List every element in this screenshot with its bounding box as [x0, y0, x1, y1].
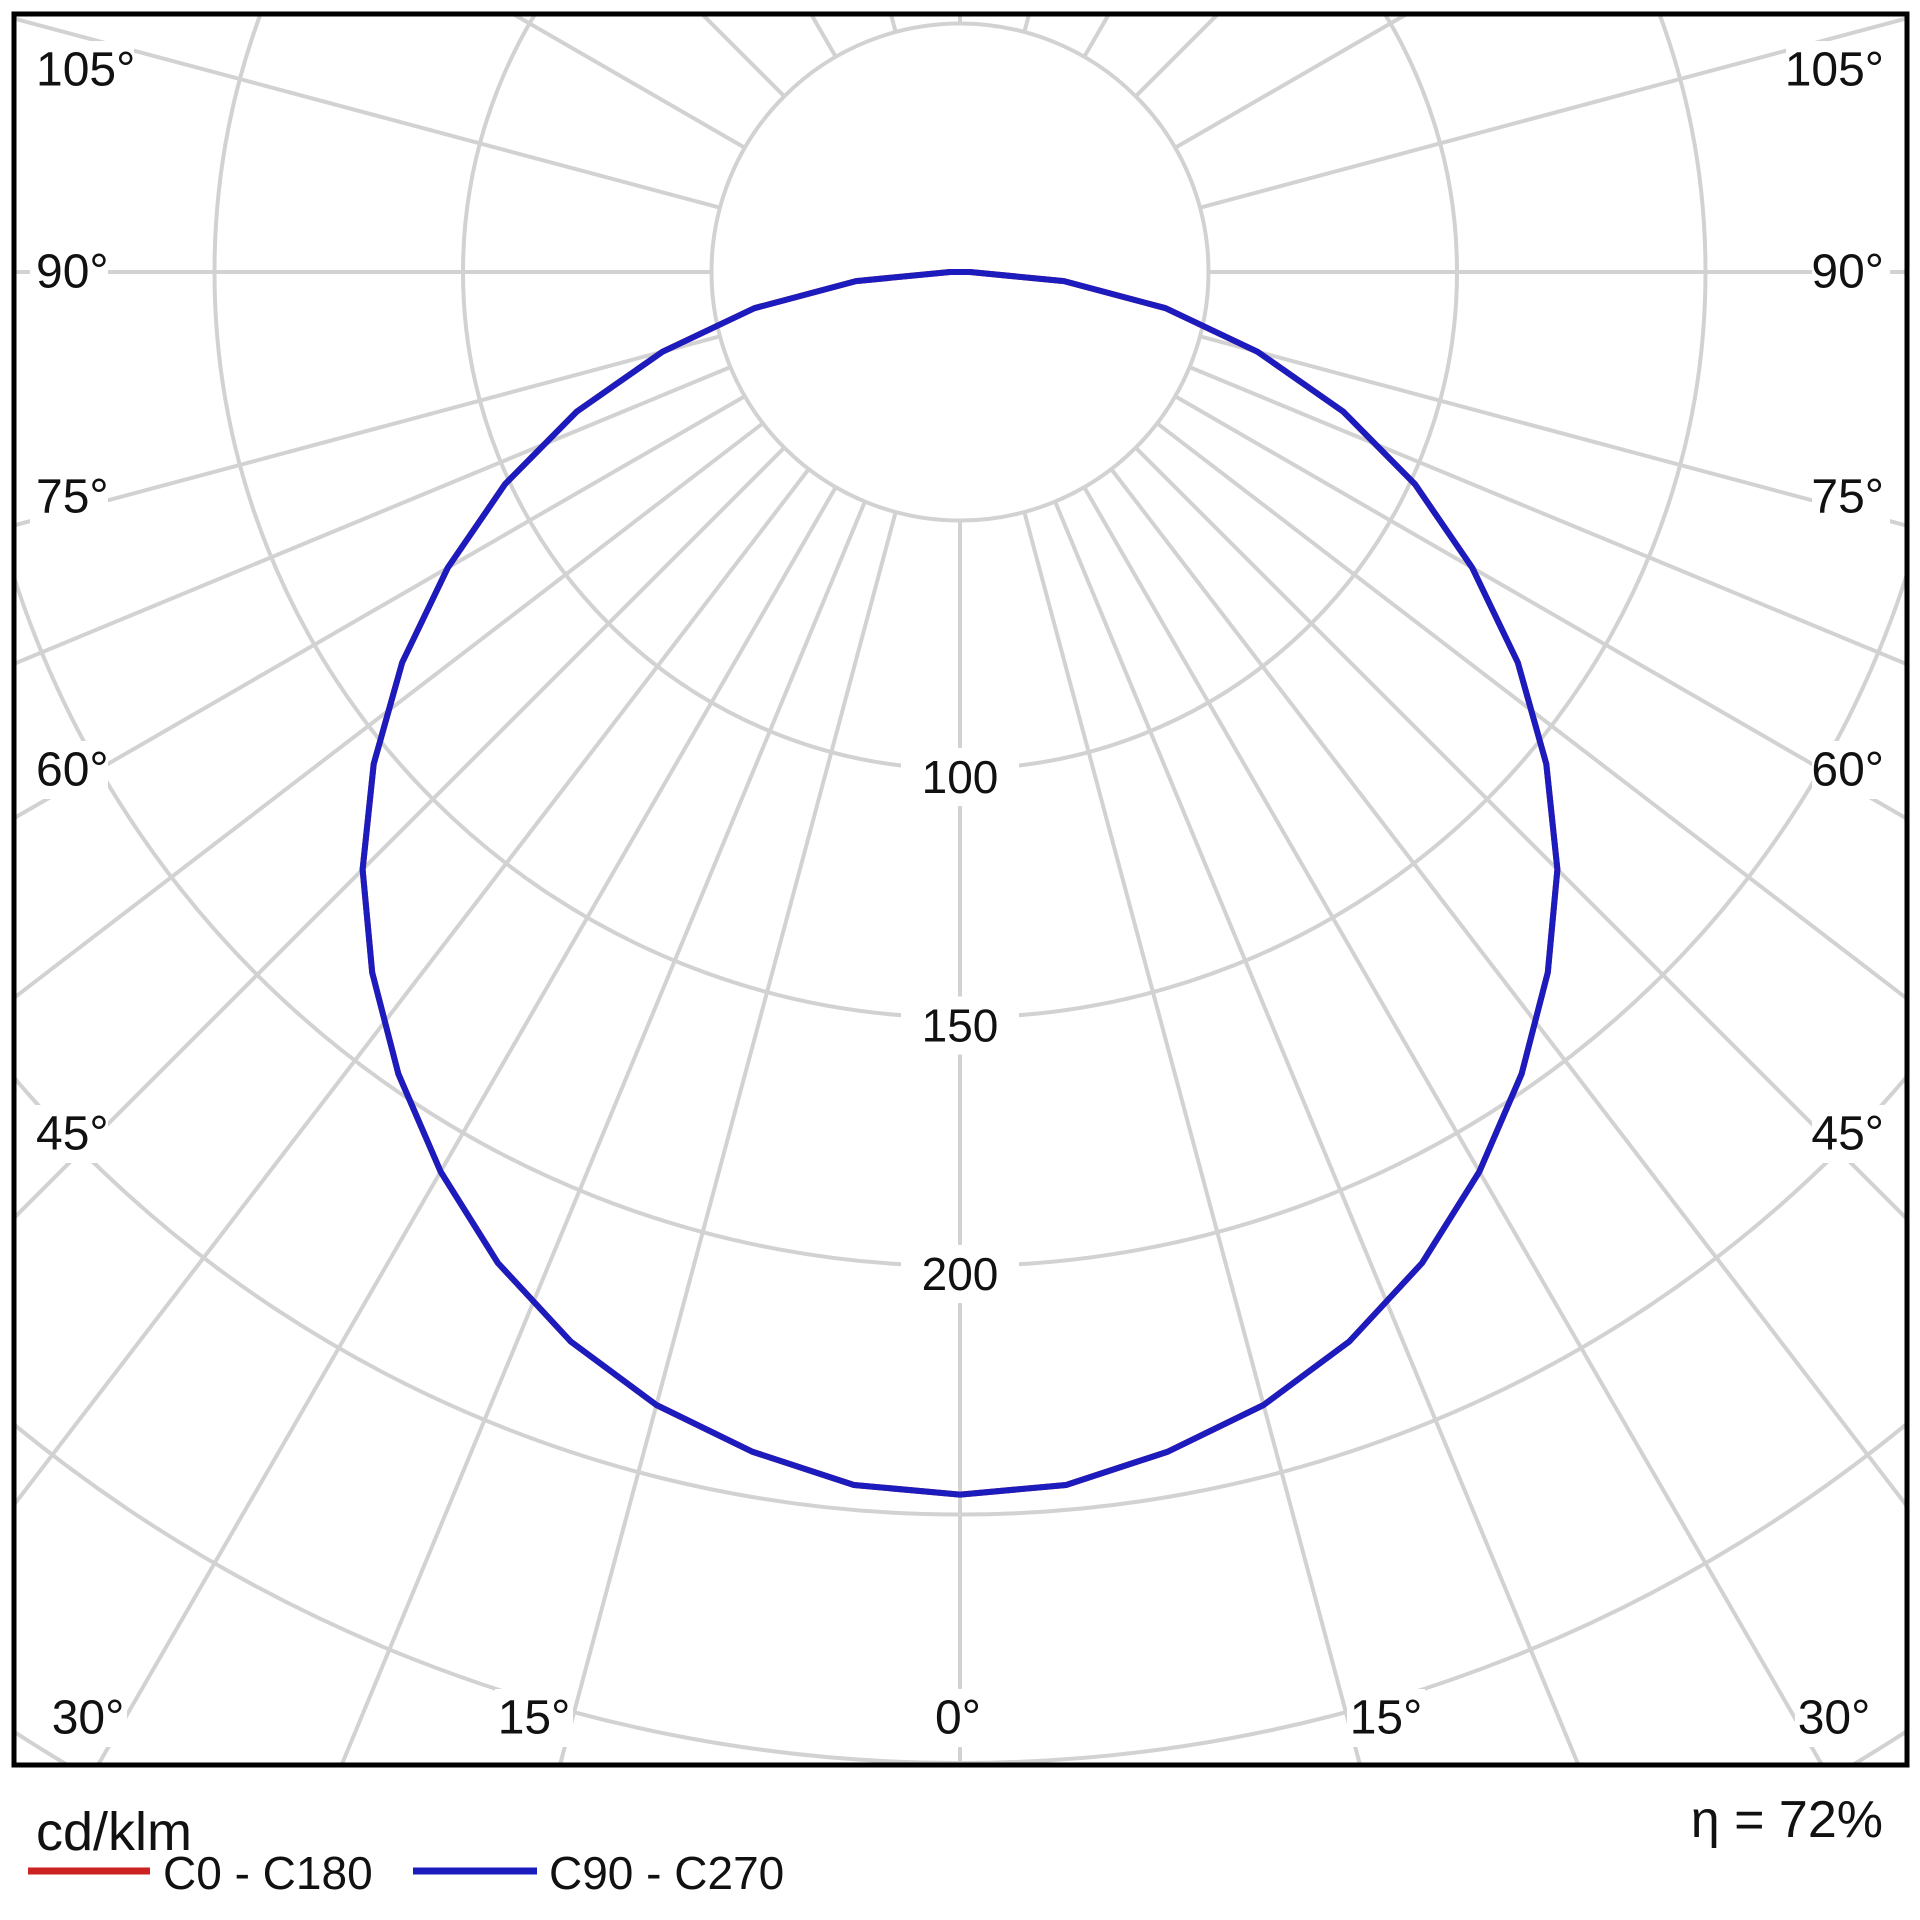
grid-ray-105deg: [1199, 16, 1907, 210]
intensity-curves: [359, 269, 1561, 1498]
axis-labels: 100 150 200 105° 90° 75° 60° 45° 105° 90° 75° 60° 45…: [30, 41, 1890, 1747]
ring-label-200-halo: [901, 1245, 1019, 1303]
grid-ray-30deg: [1082, 486, 1825, 1765]
angle-label-left-90°: 90°: [36, 246, 109, 299]
grid-ray--15deg: [557, 511, 898, 1765]
legend-label-c0-c180: C0 - C180: [163, 1847, 373, 1899]
angle-label-bottom-1-15°-halo: [495, 1689, 573, 1747]
angle-label-left-45°: 45°: [36, 1108, 109, 1161]
grid-ray-60deg: [1174, 394, 1907, 822]
grid-ray--67.5deg: [14, 365, 732, 667]
legend: C0 - C180 C90 - C270: [28, 1847, 784, 1899]
grid-ray-37.5deg: [1109, 467, 1907, 1510]
angle-label-right-60°: 60°: [1811, 744, 1884, 797]
ring-label-100: 100: [922, 751, 999, 803]
grid-ray-15deg: [1022, 511, 1363, 1765]
angle-label-right-60°-halo: [1812, 741, 1890, 799]
ring-label-200: 200: [922, 1248, 999, 1300]
ring-label-100-halo: [901, 748, 1019, 806]
grid-ray--22.5deg: [339, 500, 867, 1765]
angle-label-bottom-0-30°: 30°: [52, 1692, 125, 1745]
grid-ray--60deg: [14, 394, 746, 821]
plot-frame: [11, 11, 1910, 1768]
angle-label-left-60°-halo: [30, 741, 108, 799]
angle-label-left-105°-halo: [30, 41, 134, 99]
angle-label-left-45°-halo: [30, 1105, 108, 1163]
angle-label-right-75°: 75°: [1811, 471, 1884, 524]
grid-ray--105deg: [14, 16, 721, 210]
ring-label-150: 150: [922, 1000, 999, 1052]
angle-label-bottom-1-15°: 15°: [498, 1692, 571, 1745]
angle-label-bottom-2-0°: 0°: [935, 1692, 981, 1745]
angle-label-bottom-2-0°-halo: [932, 1689, 984, 1747]
angle-label-left-75°: 75°: [36, 471, 109, 524]
angle-label-left-60°: 60°: [36, 744, 109, 797]
grid-ray--75deg: [14, 334, 721, 528]
grid-ray-22.5deg: [1053, 500, 1581, 1765]
ring-label-150-halo: [901, 996, 1019, 1055]
grid-ray-45deg: [1134, 446, 1907, 1222]
angle-label-right-75°-halo: [1812, 468, 1890, 526]
angle-label-bottom-4-30°-halo: [1795, 1689, 1873, 1747]
curve-c90-c270: [359, 269, 1561, 1498]
legend-label-c90-c270: C90 - C270: [549, 1847, 784, 1899]
angle-label-left-75°-halo: [30, 468, 108, 526]
angle-label-bottom-4-30°: 30°: [1798, 1692, 1871, 1745]
efficiency-label: η = 72%: [1691, 1791, 1883, 1849]
angle-label-right-45°-halo: [1812, 1105, 1890, 1163]
angle-label-bottom-0-30°-halo: [49, 1689, 127, 1747]
angle-label-bottom-3-15°: 15°: [1350, 1692, 1423, 1745]
grid-ray-75deg: [1199, 334, 1907, 528]
grid-ray--30deg: [95, 486, 838, 1765]
grid-ray-67.5deg: [1188, 365, 1907, 667]
angle-label-left-90°-halo: [30, 243, 108, 301]
angle-label-left-105°: 105°: [36, 44, 135, 97]
grid-ray--45deg: [14, 446, 786, 1221]
angle-label-right-105°: 105°: [1785, 44, 1884, 97]
angle-label-right-90°-halo: [1812, 243, 1890, 301]
grid-ray--37.5deg: [14, 467, 811, 1509]
grid-ray-52.5deg: [1155, 421, 1907, 1002]
radial-unit-label: cd/klm: [36, 1802, 192, 1862]
angle-label-right-45°: 45°: [1811, 1108, 1884, 1161]
angle-label-right-90°: 90°: [1811, 246, 1884, 299]
angle-label-bottom-3-15°-halo: [1347, 1689, 1425, 1747]
angle-label-right-105°-halo: [1786, 41, 1890, 99]
grid-ray--52.5deg: [14, 421, 765, 1001]
